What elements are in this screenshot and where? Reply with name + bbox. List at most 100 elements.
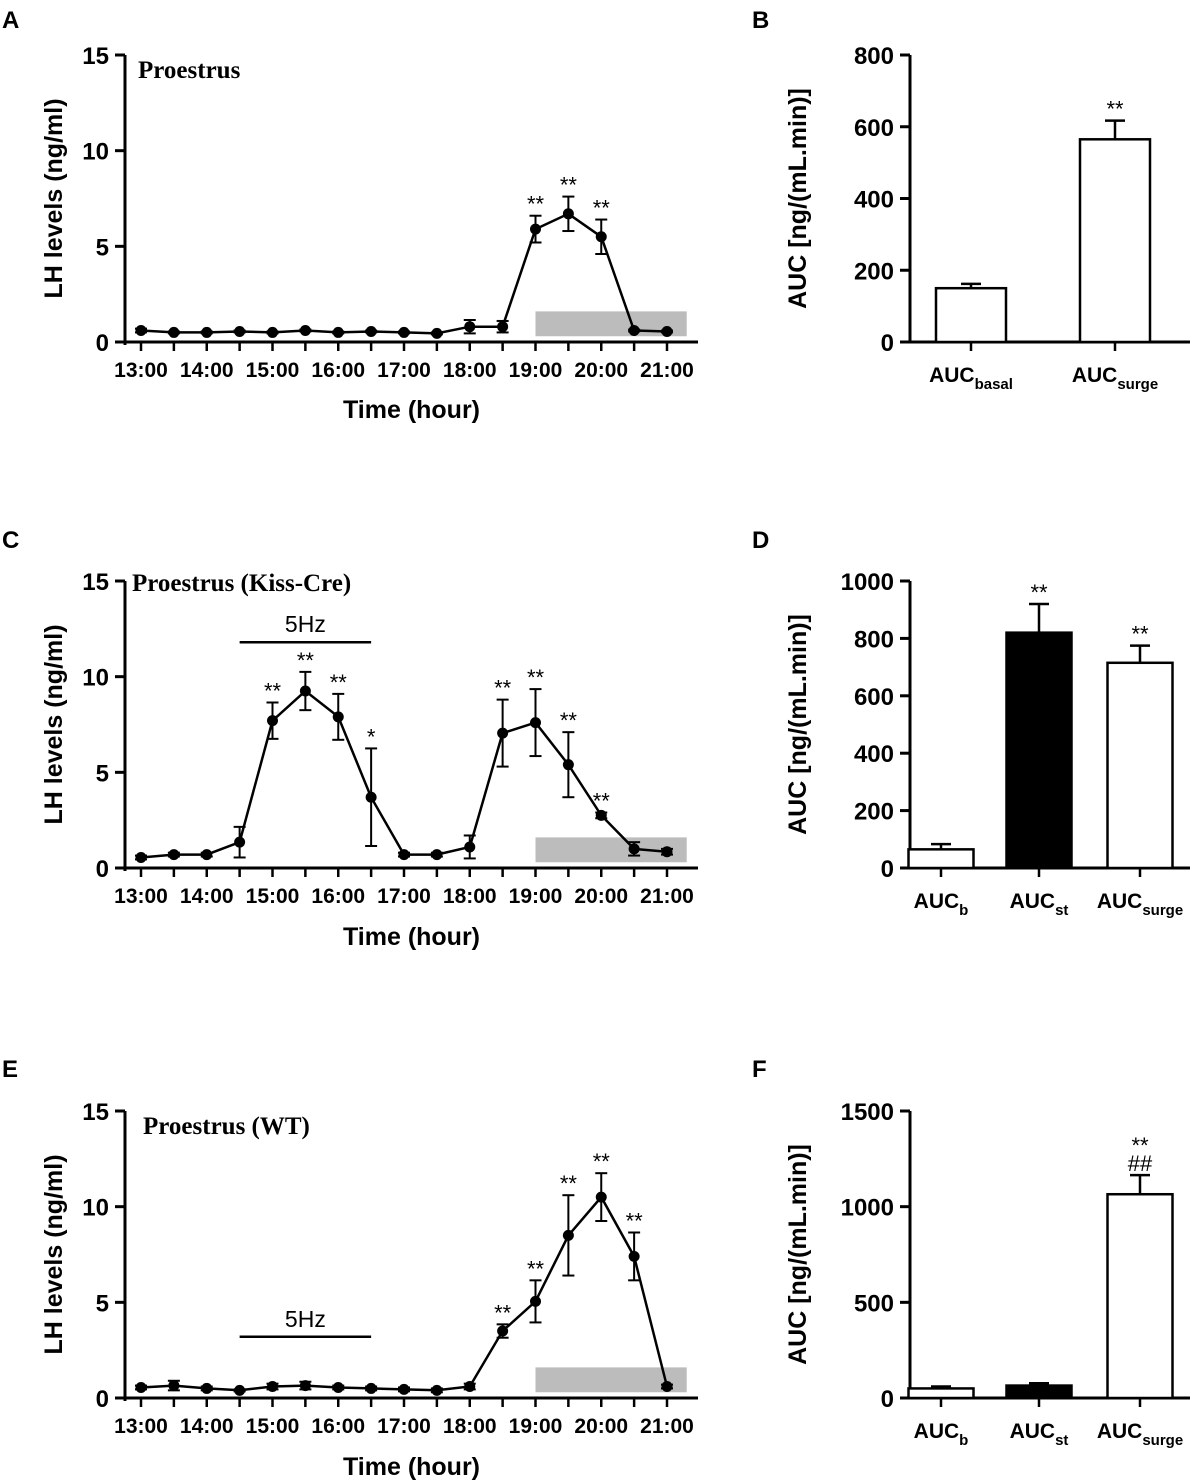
data-point <box>168 1380 180 1392</box>
x-tick-label: 19:00 <box>509 359 563 382</box>
x-tick-label: 21:00 <box>640 359 694 382</box>
significance-marker: ** <box>264 678 282 703</box>
category-subscript: b <box>959 902 968 919</box>
y-tick-label: 5 <box>96 234 109 261</box>
data-point <box>135 1381 147 1393</box>
x-tick-label: 19:00 <box>509 885 563 908</box>
category-label: AUCb <box>914 890 969 919</box>
y-axis-title: LH levels (ng/ml) <box>40 624 68 824</box>
data-point <box>497 1325 509 1337</box>
data-point <box>299 325 311 337</box>
x-tick-label: 17:00 <box>377 885 431 908</box>
bar <box>1005 631 1073 870</box>
category-label: AUCbasal <box>929 364 1013 393</box>
x-tick-label: 18:00 <box>443 1415 497 1438</box>
bar <box>1005 1384 1073 1400</box>
y-tick-label: 600 <box>854 115 894 142</box>
x-tick-label: 19:00 <box>509 1415 563 1438</box>
data-point <box>562 208 574 220</box>
data-point <box>464 321 476 333</box>
significance-marker: ** <box>297 648 315 673</box>
category-label: AUCsurge <box>1072 364 1158 393</box>
data-point <box>398 326 410 338</box>
y-tick-label: 200 <box>854 258 894 285</box>
data-point <box>464 841 476 853</box>
category-base: AUC <box>1010 1420 1056 1443</box>
y-axis-title: AUC [ng/(mL.min)] <box>784 614 812 835</box>
significance-marker: ** <box>560 708 578 733</box>
data-point <box>595 231 607 243</box>
category-subscript: st <box>1055 902 1068 919</box>
bar <box>1106 1192 1174 1400</box>
x-tick-label: 13:00 <box>114 359 168 382</box>
data-point <box>135 851 147 863</box>
x-tick-label: 21:00 <box>640 1415 694 1438</box>
y-tick-label: 1500 <box>841 1099 894 1126</box>
x-tick-label: 20:00 <box>574 359 628 382</box>
data-point <box>530 1295 541 1307</box>
data-point <box>497 321 509 333</box>
significance-marker: ** <box>593 196 611 221</box>
data-point <box>332 711 344 723</box>
x-tick-label: 15:00 <box>246 1415 300 1438</box>
y-tick-label: 400 <box>854 187 894 214</box>
x-axis-title: Time (hour) <box>343 396 480 424</box>
x-tick-label: 20:00 <box>574 885 628 908</box>
panel-label: A <box>2 7 19 34</box>
y-tick-label: 1000 <box>841 1195 894 1222</box>
panel-annotation: Proestrus <box>138 57 241 84</box>
x-tick-label: 21:00 <box>640 885 694 908</box>
significance-marker: ** <box>560 1171 578 1196</box>
data-point <box>628 1250 640 1262</box>
data-point <box>661 325 673 337</box>
data-point <box>365 325 377 337</box>
data-point <box>431 327 443 339</box>
y-tick-label: 400 <box>854 741 894 768</box>
y-tick-label: 15 <box>82 1099 109 1126</box>
category-label: AUCsurge <box>1097 1420 1183 1449</box>
bar <box>907 1387 975 1400</box>
y-tick-label: 10 <box>82 139 109 166</box>
x-tick-label: 14:00 <box>180 885 234 908</box>
significance-marker: * <box>367 724 376 749</box>
data-point <box>201 849 213 861</box>
data-point <box>332 326 344 338</box>
significance-marker: ** <box>330 670 348 695</box>
x-tick-label: 17:00 <box>377 359 431 382</box>
category-base: AUC <box>1010 890 1056 913</box>
significance-marker: ** <box>626 1208 644 1233</box>
y-axis-title: AUC [ng/(mL.min)] <box>784 88 812 309</box>
y-tick-label: 0 <box>881 330 894 357</box>
data-point <box>267 1381 278 1393</box>
y-tick-label: 800 <box>854 626 894 653</box>
stimulation-label: 5Hz <box>285 611 326 637</box>
data-point <box>628 325 640 337</box>
data-point <box>595 809 607 821</box>
data-point <box>398 1383 410 1395</box>
panel-label: F <box>752 1056 767 1083</box>
panel-e: E 0 5 10 15 LH levels (ng/ml) 13:00 14:00 15:00 1… <box>2 1056 698 1481</box>
category-subscript: basal <box>975 376 1013 393</box>
category-label: AUCb <box>914 1420 969 1449</box>
data-point <box>234 325 246 337</box>
significance-marker: ** <box>1030 580 1048 605</box>
x-tick-label: 14:00 <box>180 1415 234 1438</box>
category-subscript: surge <box>1117 376 1158 393</box>
y-tick-label: 10 <box>82 1195 109 1222</box>
panel-annotation: Proestrus (WT) <box>143 1113 310 1140</box>
y-tick-label: 0 <box>96 1386 109 1413</box>
data-point <box>628 843 640 855</box>
significance-marker: ** <box>1131 1133 1149 1158</box>
significance-marker: ** <box>593 1149 611 1174</box>
panel-a: A 0 5 10 15 LH levels (ng/ml) 13:00 14:00 15:00 1… <box>2 7 698 424</box>
data-point <box>365 1382 377 1394</box>
category-label: AUCsurge <box>1097 890 1183 919</box>
significance-marker: ** <box>494 1300 512 1325</box>
y-tick-label: 0 <box>881 1386 894 1413</box>
data-point <box>595 1191 607 1203</box>
y-tick-label: 200 <box>854 799 894 826</box>
y-tick-label: 500 <box>854 1290 894 1317</box>
data-point <box>168 849 180 861</box>
bar <box>1106 661 1174 870</box>
